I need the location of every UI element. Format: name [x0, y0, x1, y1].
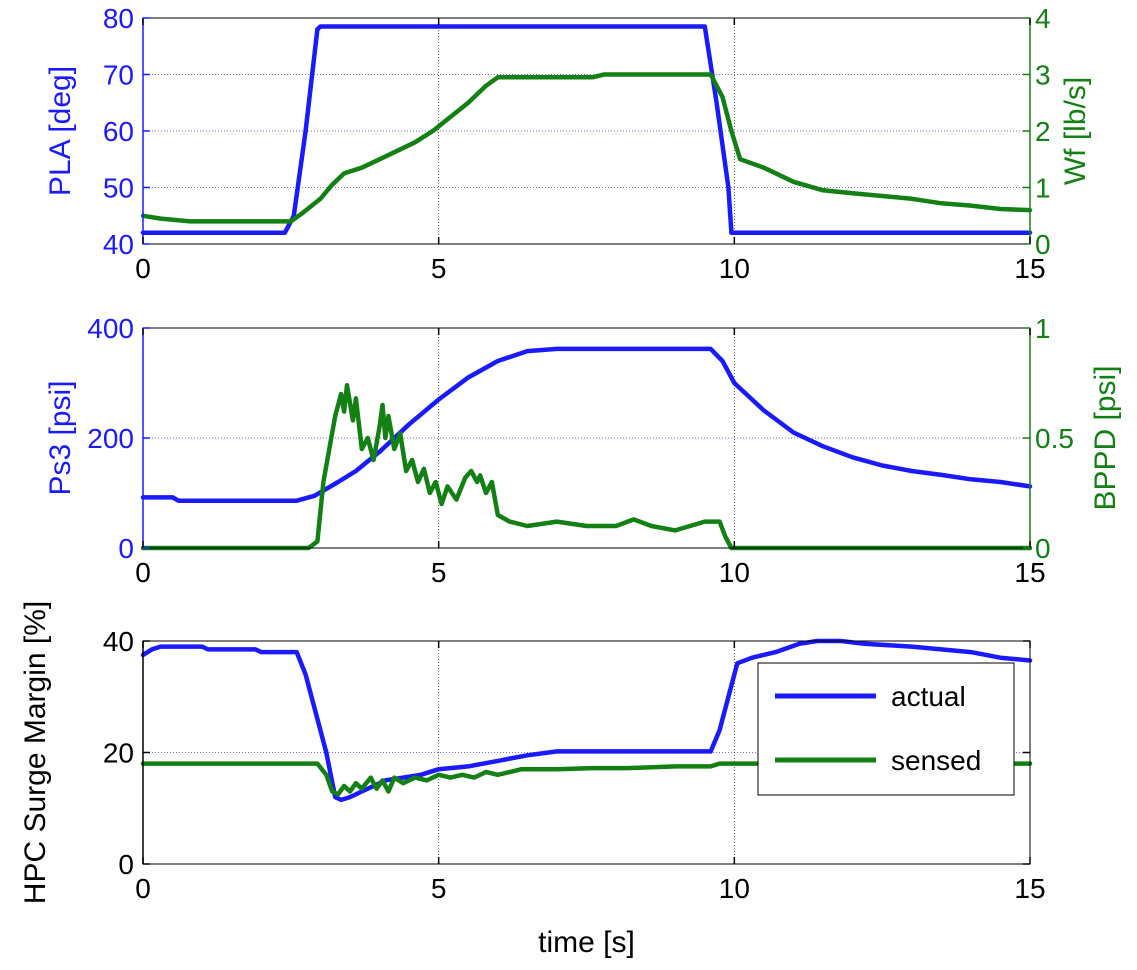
series-line-right-green [140, 382, 1033, 551]
y-axis-label-left: Ps3 [psi] [44, 380, 77, 495]
y-tick-label-right: 4 [1035, 3, 1051, 34]
series-line-left-blue [140, 346, 1033, 503]
x-tick-label: 0 [135, 873, 151, 904]
legend-label-sensed: sensed [891, 745, 981, 776]
y-tick-label-left: 60 [103, 116, 134, 147]
series-line-right-green [140, 72, 1033, 224]
y-tick-label-left: 0 [118, 533, 134, 564]
y-tick-label-left: 40 [103, 626, 134, 657]
x-tick-label: 5 [431, 557, 447, 588]
x-tick-label: 5 [431, 253, 447, 284]
x-tick-label: 15 [1014, 873, 1045, 904]
y-axis-label-right: Wf [lb/s] [1059, 77, 1092, 185]
y-tick-label-left: 80 [103, 3, 134, 34]
y-tick-label-right: 1 [1035, 173, 1051, 204]
y-tick-label-right: 0 [1035, 533, 1051, 564]
x-tick-label: 5 [431, 873, 447, 904]
y-tick-label-right: 2 [1035, 116, 1051, 147]
y-tick-label-right: 3 [1035, 60, 1051, 91]
y-axis-label-left: HPC Surge Margin [%] [19, 601, 52, 904]
y-tick-label-left: 200 [87, 423, 134, 454]
y-tick-label-left: 20 [103, 738, 134, 769]
x-tick-label: 10 [719, 873, 750, 904]
y-tick-label-left: 70 [103, 60, 134, 91]
y-tick-label-left: 50 [103, 173, 134, 204]
x-tick-label: 0 [135, 557, 151, 588]
y-tick-label-left: 40 [103, 229, 134, 260]
y-tick-label-left: 400 [87, 313, 134, 344]
series-line-left-blue [140, 24, 1033, 235]
x-tick-label: 15 [1014, 253, 1045, 284]
y-tick-label-right: 0 [1035, 229, 1051, 260]
subplot-1: 0 5 10 15 40 50 60 70 80 PLA [deg] 0 1 2 3 4 Wf [lb/s] [44, 3, 1092, 284]
y-tick-label-left: 0 [118, 849, 134, 880]
legend-label-actual: actual [891, 681, 966, 712]
y-axis-label-right: BPPD [psi] [1089, 365, 1122, 510]
x-tick-label: 10 [719, 253, 750, 284]
subplot-3: 0 5 10 15 0 20 40 HPC Surge Margin [%] time [s] a… [19, 601, 1046, 959]
y-tick-label-right: 1 [1035, 313, 1051, 344]
series-line-sensed [140, 761, 1033, 797]
y-axis-label-left: PLA [deg] [44, 66, 77, 196]
y-tick-label-right: 0.5 [1035, 423, 1074, 454]
x-tick-label: 10 [719, 557, 750, 588]
x-tick-label: 15 [1014, 557, 1045, 588]
legend: actual sensed [757, 662, 1015, 796]
legend-box [757, 662, 1015, 796]
x-axis-label: time [s] [538, 926, 635, 959]
x-tick-label: 0 [135, 253, 151, 284]
